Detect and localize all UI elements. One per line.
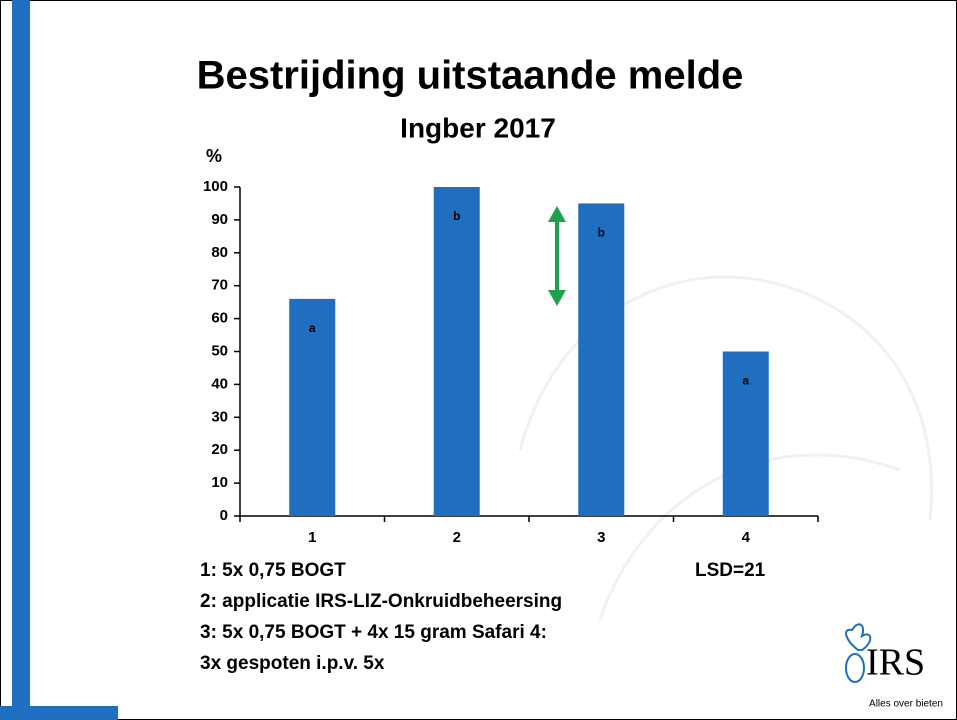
significance-letter: a bbox=[309, 321, 316, 335]
significance-letter: a bbox=[742, 374, 749, 388]
y-tick-label: 30 bbox=[211, 408, 228, 425]
y-tick-label: 20 bbox=[211, 441, 228, 458]
lsd-label: LSD=21 bbox=[695, 560, 766, 581]
y-tick-label: 10 bbox=[211, 474, 228, 491]
note-line: 1: 5x 0,75 BOGT bbox=[200, 560, 346, 581]
bottom-band bbox=[0, 706, 118, 720]
note-line: 2: applicatie IRS-LIZ-Onkruidbeheersing bbox=[200, 591, 562, 612]
lsd-arrow bbox=[548, 206, 566, 306]
bar bbox=[434, 187, 480, 516]
y-tick-label: 40 bbox=[211, 375, 228, 392]
slide: Bestrijding uitstaande melde Ingber 2017… bbox=[0, 0, 957, 720]
chart-subtitle: Ingber 2017 bbox=[400, 112, 556, 143]
bar bbox=[578, 203, 624, 516]
logo: IRS Alles over bieten bbox=[846, 624, 943, 709]
x-tick-label: 3 bbox=[597, 529, 605, 546]
y-tick-label: 100 bbox=[203, 178, 228, 195]
x-tick-label: 4 bbox=[742, 529, 751, 546]
significance-letter: b bbox=[453, 209, 460, 223]
side-band bbox=[12, 0, 30, 720]
y-tick-label: 50 bbox=[211, 342, 228, 359]
y-axis-label: % bbox=[206, 146, 222, 166]
y-tick-label: 0 bbox=[220, 507, 228, 524]
y-tick-label: 70 bbox=[211, 277, 228, 294]
y-tick-label: 60 bbox=[211, 310, 228, 327]
x-tick-label: 2 bbox=[453, 529, 461, 546]
logo-tagline: Alles over bieten bbox=[869, 699, 943, 710]
chart-title: Bestrijding uitstaande melde bbox=[197, 54, 744, 98]
chart: Bestrijding uitstaande melde Ingber 2017… bbox=[0, 0, 957, 720]
note-line: 3: 5x 0,75 BOGT + 4x 15 gram Safari 4: bbox=[200, 622, 547, 643]
y-tick-label: 80 bbox=[211, 244, 228, 261]
logo-name: IRS bbox=[866, 642, 925, 684]
note-line: 3x gespoten i.p.v. 5x bbox=[200, 653, 385, 674]
significance-letter: b bbox=[598, 226, 605, 240]
x-tick-label: 1 bbox=[308, 529, 316, 546]
y-tick-label: 90 bbox=[211, 211, 228, 228]
